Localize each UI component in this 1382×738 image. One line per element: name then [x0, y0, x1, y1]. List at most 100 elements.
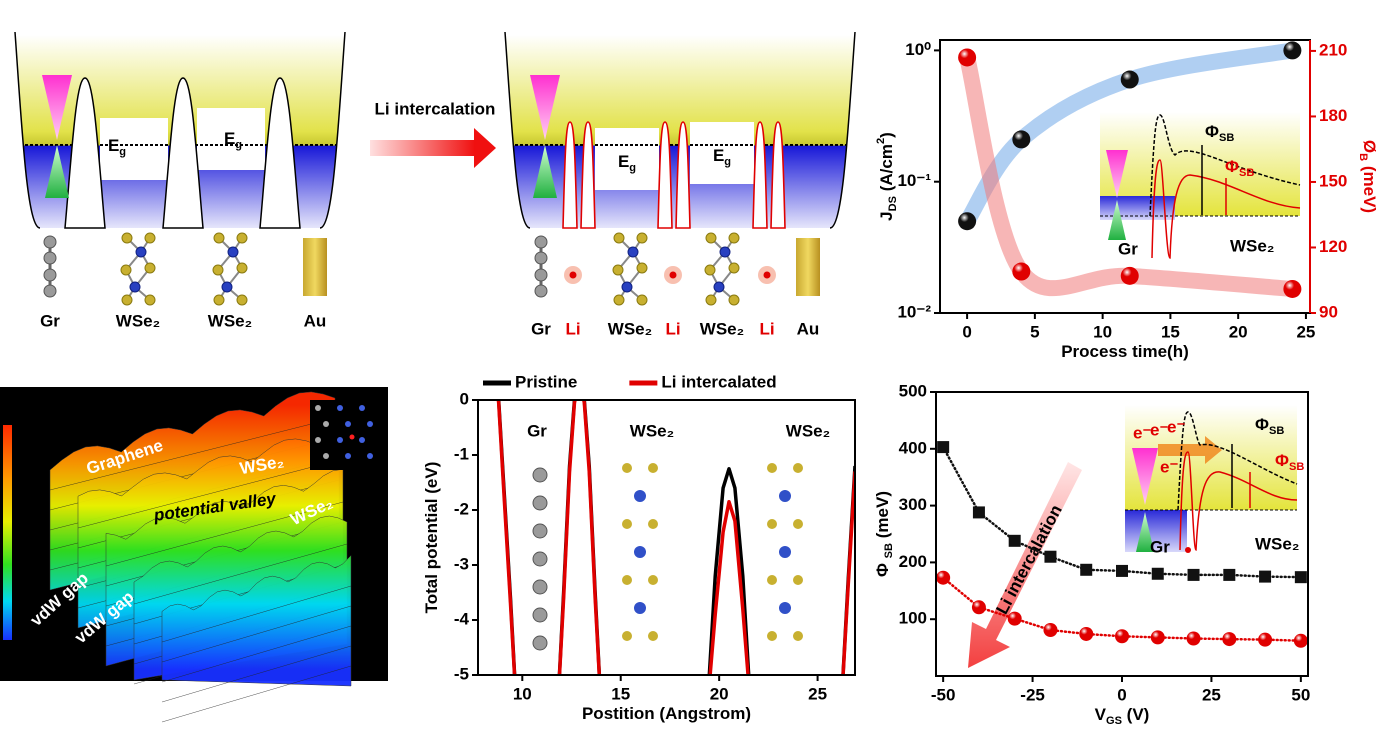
text-part: Φ: [1275, 451, 1289, 470]
se-atom: [636, 262, 648, 274]
marker: [1294, 571, 1307, 584]
plot-content: Gr WSe₂ WSe₂: [496, 400, 855, 675]
se-atom: [622, 575, 632, 585]
text-part: Φ: [1225, 157, 1239, 176]
inset-label: WSe₂: [1255, 534, 1299, 553]
se-atom: [622, 631, 632, 641]
se-atom: [613, 232, 625, 244]
text-part: SB: [1269, 425, 1284, 437]
marker: [971, 600, 986, 615]
band-gap-label: Eg: [224, 129, 242, 150]
y2-tick-label: 150: [1319, 171, 1347, 190]
text-part: g: [724, 156, 731, 168]
text-part: g: [235, 139, 242, 151]
y-tick-label: 10⁻¹: [897, 171, 931, 190]
text-part: E: [713, 146, 724, 165]
x-tick-label: 25: [1202, 685, 1221, 704]
y-axis-label: Φ SB (meV): [873, 491, 894, 577]
text-part: Φ: [873, 558, 892, 577]
text-part: Process time(h): [1061, 342, 1189, 361]
text-part: E: [108, 136, 119, 155]
contour: [77, 459, 340, 529]
inset-barrier: [1149, 114, 1301, 217]
marker: [1043, 622, 1058, 637]
x-tick-label: 25: [808, 684, 827, 703]
marker: [1283, 41, 1302, 60]
crystal-inset: [310, 400, 382, 470]
w-atom: [634, 490, 646, 502]
marker: [1222, 632, 1237, 647]
inset-label: e⁻: [1160, 457, 1178, 476]
chart: 10 15 20 25 0 -1 -2 -3 -4 -5 Gr WSe₂ WSe₂ Postition (…: [422, 372, 856, 723]
inset-label: ΦSB: [1225, 157, 1254, 178]
gold-electrode: [796, 238, 820, 296]
inset-label: e⁻: [1150, 420, 1168, 439]
x-tick-label: -50: [931, 685, 956, 704]
se-atom: [704, 264, 716, 276]
w-atom: [221, 281, 233, 293]
series-line: [496, 400, 855, 675]
inset-cone: [1136, 512, 1154, 552]
se-atom: [636, 232, 648, 244]
text-part: GS: [1106, 715, 1122, 727]
text-part: Φ: [1205, 122, 1219, 141]
atom: [367, 453, 373, 459]
contour: [133, 543, 348, 605]
y2-axis-label: ØB (meV): [1357, 140, 1378, 213]
w-atom: [627, 246, 639, 258]
se-atom: [728, 232, 740, 244]
well-edge: [504, 31, 531, 229]
text-part: B: [1357, 153, 1369, 161]
band-gap-label: Eg: [618, 152, 636, 173]
process-arrow: [370, 140, 475, 156]
marker: [1293, 633, 1308, 648]
dirac-cone: [42, 75, 72, 140]
y-tick-label: -5: [454, 664, 469, 683]
tunnel-barrier: [259, 77, 301, 229]
se-atom: [236, 262, 248, 274]
marker: [1151, 567, 1164, 580]
y-tick-label: 400: [899, 438, 927, 457]
se-atom: [236, 232, 248, 244]
w-atom: [129, 281, 141, 293]
se-atom: [622, 519, 632, 529]
atom: [337, 437, 343, 443]
text-part: Φ: [1255, 415, 1269, 434]
annotation: WSe₂: [786, 421, 830, 440]
inset-label: Gr: [1118, 239, 1138, 258]
w-atom: [634, 602, 646, 614]
w-atom: [634, 546, 646, 558]
x-tick-label: 10: [513, 684, 532, 703]
inset-label: ΦSB: [1255, 415, 1284, 436]
dirac-cone: [45, 145, 69, 198]
x-tick-label: 50: [1291, 685, 1310, 704]
carbon-atom: [534, 284, 548, 298]
y2-tick-label: 120: [1319, 237, 1347, 256]
tunnel-barrier: [64, 77, 106, 229]
well-edge: [829, 31, 856, 229]
marker: [1120, 70, 1139, 89]
text-part: SB: [1219, 132, 1234, 144]
gold-electrode: [303, 238, 327, 296]
contour: [161, 665, 352, 723]
process-arrow-head: [474, 128, 496, 168]
contour: [161, 645, 352, 703]
carbon-atom: [532, 523, 548, 539]
text-part: J: [877, 211, 896, 220]
se-atom: [728, 262, 740, 274]
colorbar: [3, 425, 12, 640]
marker: [1080, 563, 1093, 576]
legend-label: Pristine: [515, 372, 577, 391]
contour: [161, 625, 352, 683]
x-tick-label: 10: [1093, 322, 1112, 341]
atom: [359, 405, 365, 411]
atom: [367, 421, 373, 427]
se-atom: [144, 262, 156, 274]
li-barrier: [580, 121, 596, 229]
w-atom: [779, 602, 791, 614]
inset-flow: [1158, 436, 1222, 464]
band-gap: [690, 122, 754, 184]
atom: [345, 453, 351, 459]
marker: [1044, 550, 1057, 563]
